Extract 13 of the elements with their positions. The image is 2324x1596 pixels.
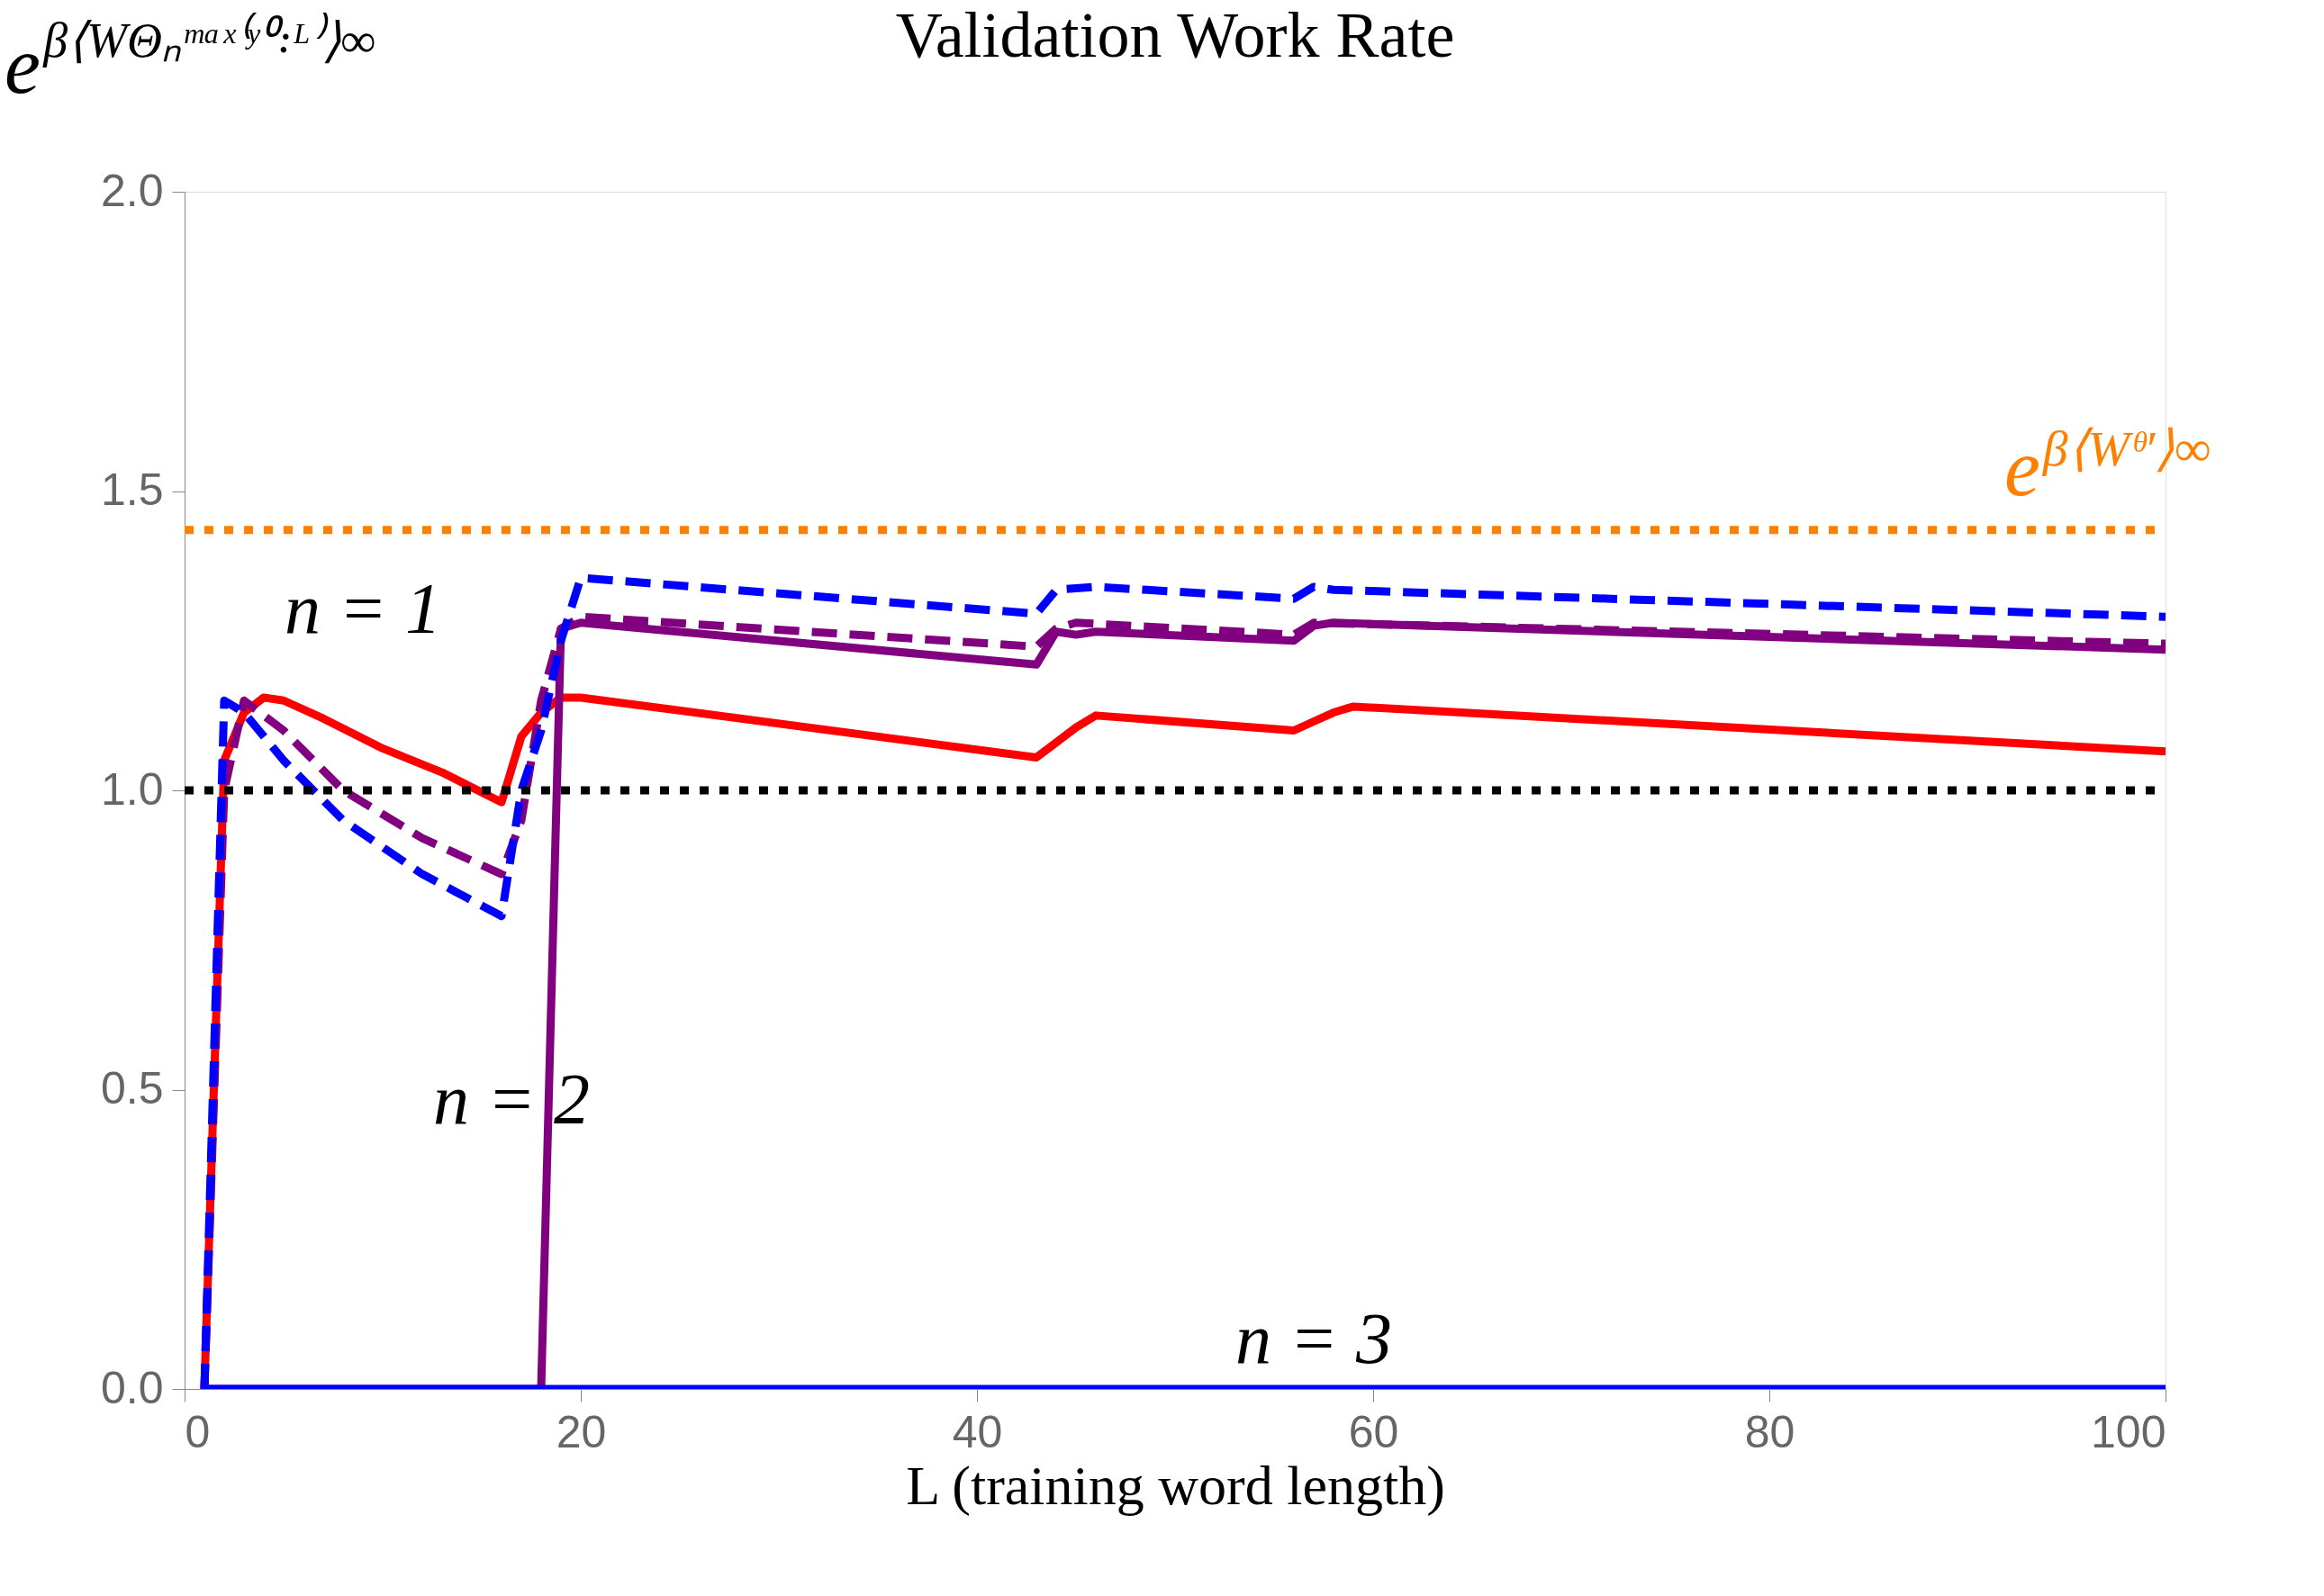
y-tick-label: 0.5: [100, 1063, 164, 1114]
chart-title: Validation Work Rate: [895, 0, 1455, 71]
y-tick-label: 2.0: [100, 165, 164, 216]
y-tick-label: 0.0: [100, 1362, 164, 1413]
annotation: n = 1: [285, 568, 441, 648]
y-tick-label: 1.5: [100, 464, 164, 515]
x-tick-label: 0: [185, 1406, 211, 1457]
y-tick-label: 1.0: [100, 763, 164, 815]
x-tick-label: 100: [2091, 1406, 2166, 1457]
x-tick-label: 20: [556, 1406, 607, 1457]
annotation: n = 3: [1235, 1298, 1392, 1378]
x-tick-label: 80: [1744, 1406, 1795, 1457]
annotation: n = 2: [433, 1059, 590, 1139]
